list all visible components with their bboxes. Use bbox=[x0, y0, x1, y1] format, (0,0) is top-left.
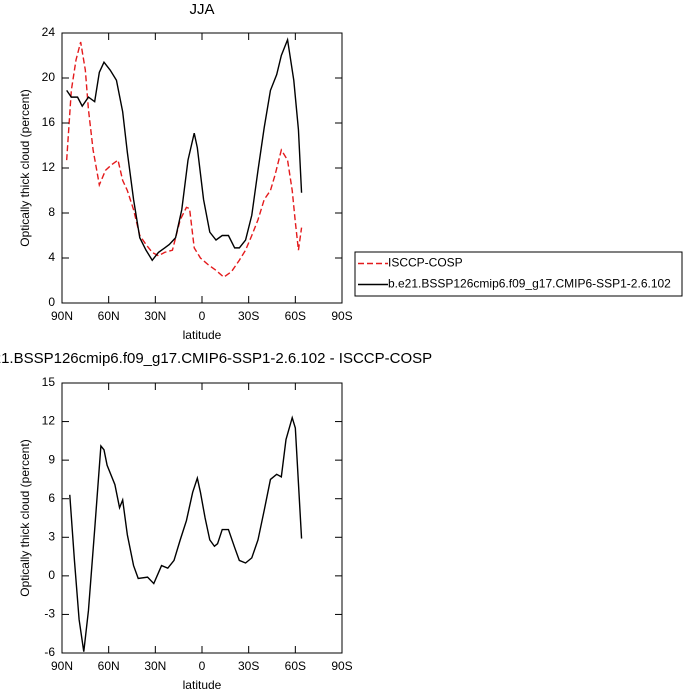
y-tick-label: 15 bbox=[42, 375, 56, 389]
x-tick-label: 60S bbox=[285, 659, 306, 673]
x-tick-label: 60N bbox=[98, 659, 120, 673]
legend-label: ISCCP-COSP bbox=[388, 256, 463, 270]
y-tick-label: 3 bbox=[48, 529, 55, 543]
x-tick-label: 0 bbox=[199, 659, 206, 673]
x-tick-label: 30N bbox=[144, 659, 166, 673]
y-tick-label: 12 bbox=[42, 160, 56, 174]
y-axis-label: Optically thick cloud (percent) bbox=[18, 89, 32, 246]
x-tick-label: 30N bbox=[144, 309, 166, 323]
data-line bbox=[66, 37, 303, 262]
y-tick-label: 0 bbox=[48, 295, 55, 309]
legend-label: b.e21.BSSP126cmip6.f09_g17.CMIP6-SSP1-2.… bbox=[388, 277, 671, 291]
chart-title: JJA bbox=[189, 1, 214, 18]
y-tick-label: 20 bbox=[42, 70, 56, 84]
y-tick-label: 24 bbox=[42, 25, 56, 39]
y-tick-label: 6 bbox=[48, 491, 55, 505]
x-tick-label: 30S bbox=[238, 309, 259, 323]
chart-title: b.e21.BSSP126cmip6.f09_g17.CMIP6-SSP1-2.… bbox=[0, 350, 432, 367]
x-tick-label: 30S bbox=[238, 659, 259, 673]
y-tick-label: 12 bbox=[42, 414, 56, 428]
x-tick-label: 60S bbox=[285, 309, 306, 323]
legend-box bbox=[354, 251, 683, 297]
y-tick-label: 16 bbox=[42, 115, 56, 129]
x-axis-label: latitude bbox=[183, 328, 222, 342]
x-tick-label: 90N bbox=[51, 309, 73, 323]
y-tick-label: -3 bbox=[44, 607, 55, 621]
y-tick-label: 9 bbox=[48, 452, 55, 466]
x-tick-label: 90S bbox=[331, 309, 352, 323]
data-line bbox=[69, 415, 303, 652]
y-tick-label: -6 bbox=[44, 645, 55, 659]
x-tick-label: 60N bbox=[98, 309, 120, 323]
x-axis-label: latitude bbox=[183, 678, 222, 692]
y-tick-label: 4 bbox=[48, 250, 55, 264]
y-tick-label: 0 bbox=[48, 568, 55, 582]
y-axis-label: Optically thick cloud (percent) bbox=[18, 439, 32, 596]
x-tick-label: 0 bbox=[199, 309, 206, 323]
x-tick-label: 90S bbox=[331, 659, 352, 673]
data-line bbox=[65, 41, 303, 279]
y-tick-label: 8 bbox=[48, 205, 55, 219]
x-tick-label: 90N bbox=[51, 659, 73, 673]
